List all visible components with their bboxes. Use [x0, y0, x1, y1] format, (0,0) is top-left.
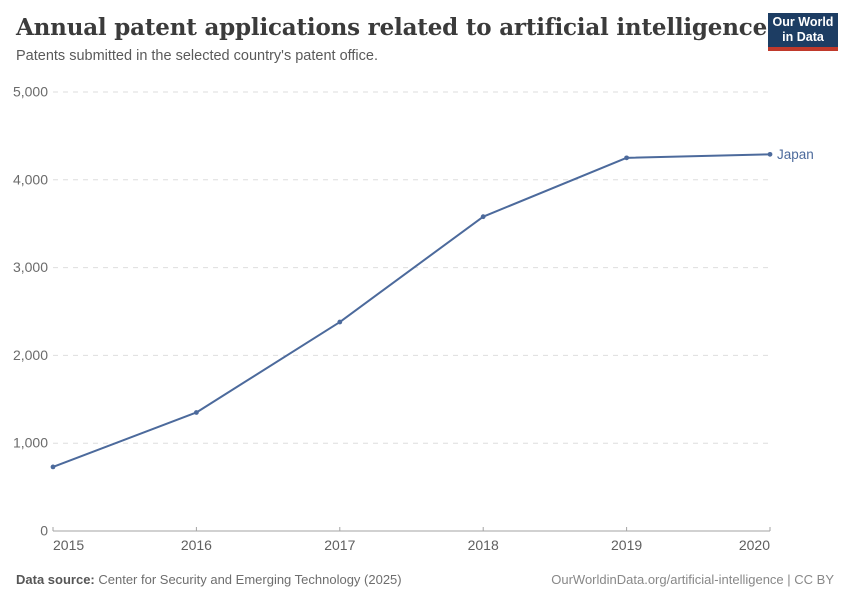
y-tick-label: 5,000: [13, 84, 48, 100]
data-point-2016[interactable]: [194, 410, 199, 415]
x-tick-label: 2017: [324, 537, 355, 553]
data-source-label: Data source:: [16, 572, 95, 587]
x-tick-label: 2015: [53, 537, 84, 553]
chart-footer: Data source: Center for Security and Eme…: [16, 572, 834, 587]
data-point-2017[interactable]: [337, 319, 343, 325]
y-tick-label: 4,000: [13, 171, 48, 187]
y-tick-label: 3,000: [13, 259, 48, 275]
owid-url-link[interactable]: OurWorldinData.org/artificial-intelligen…: [551, 572, 834, 587]
data-point-2019[interactable]: [624, 155, 629, 161]
owid-logo-line1: Our World: [772, 15, 834, 29]
y-tick-label: 0: [40, 523, 48, 539]
x-tick-label: 2016: [181, 537, 212, 553]
data-point-2015[interactable]: [50, 464, 56, 470]
y-tick-label: 2,000: [13, 347, 48, 363]
data-source-text: Center for Security and Emerging Technol…: [94, 572, 402, 587]
data-line-japan: [52, 153, 771, 468]
chart-subtitle: Patents submitted in the selected countr…: [16, 48, 378, 64]
owid-logo-line2: in Data: [782, 30, 824, 44]
data-point-2018[interactable]: [480, 214, 486, 220]
chart-title: Annual patent applications related to ar…: [16, 14, 768, 41]
y-tick-label: 1,000: [13, 435, 48, 451]
data-point-2020[interactable]: [767, 151, 773, 157]
x-tick-label: 2020: [739, 537, 770, 553]
owid-logo[interactable]: Our World in Data: [768, 13, 838, 51]
x-tick-label: 2018: [468, 537, 499, 553]
data-source-note: Data source: Center for Security and Eme…: [16, 572, 402, 587]
series-label-japan[interactable]: Japan: [777, 147, 814, 162]
x-tick-label: 2019: [611, 537, 642, 553]
chart-header: Annual patent applications related to ar…: [16, 14, 768, 64]
